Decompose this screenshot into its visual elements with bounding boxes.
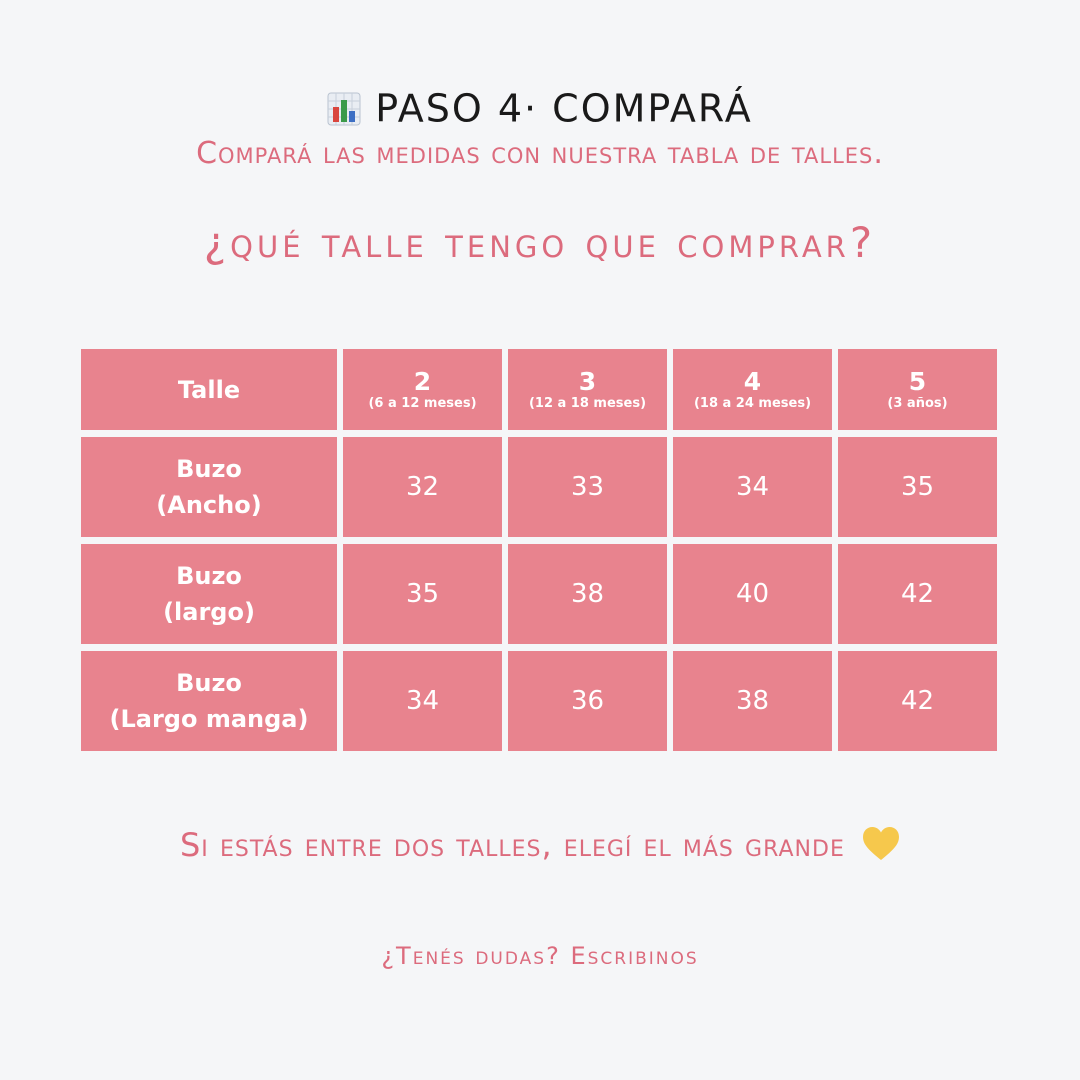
value-cell: 32	[343, 437, 502, 537]
measure: 38	[570, 579, 605, 609]
measure: 32	[405, 472, 440, 502]
question: ¿qué talle tengo que comprar?	[203, 218, 877, 267]
value-cell: 33	[508, 437, 667, 537]
value-cell: 40	[673, 544, 832, 644]
row-label-cell: Buzo (largo)	[81, 544, 337, 644]
measure: 35	[405, 579, 440, 609]
size: 4	[743, 367, 762, 396]
row-label: (Ancho)	[156, 491, 262, 519]
size: 3	[578, 367, 597, 396]
value-cell: 38	[508, 544, 667, 644]
size-range: (18 a 24 meses)	[693, 396, 812, 411]
value-cell: 35	[343, 544, 502, 644]
row-label: Buzo	[176, 562, 242, 590]
chart-icon	[327, 92, 361, 125]
row-label: Buzo	[176, 455, 242, 483]
row-label: Buzo	[176, 669, 242, 697]
header-cell: Talle	[81, 349, 337, 430]
measure: 38	[735, 686, 770, 716]
size-range: (12 a 18 meses)	[528, 396, 647, 411]
note-row: Si estás entre dos talles, elegí el más …	[0, 826, 1080, 864]
measure: 42	[900, 686, 935, 716]
row-label: (largo)	[163, 598, 255, 626]
contact: ¿Tenés dudas? Escribinos	[381, 942, 699, 970]
row-label-cell: Buzo (Largo manga)	[81, 651, 337, 751]
row-label-cell: Buzo (Ancho)	[81, 437, 337, 537]
measure: 34	[405, 686, 440, 716]
size-range: (3 años)	[887, 396, 948, 411]
measure: 40	[735, 579, 770, 609]
value-cell: 35	[838, 437, 997, 537]
measure: 35	[900, 472, 935, 502]
size: 5	[908, 367, 927, 396]
header-cell: 2 (6 a 12 meses)	[343, 349, 502, 430]
size: 2	[413, 367, 432, 396]
value-cell: 34	[343, 651, 502, 751]
header-cell: 3 (12 a 18 meses)	[508, 349, 667, 430]
subtitle: Compará las medidas con nuestra tabla de…	[196, 136, 884, 171]
value-cell: 38	[673, 651, 832, 751]
header-cell: 4 (18 a 24 meses)	[673, 349, 832, 430]
row-label: (Largo manga)	[109, 705, 309, 733]
size-range: (6 a 12 meses)	[368, 396, 477, 411]
heart-icon	[863, 827, 900, 860]
measure: 34	[735, 472, 770, 502]
value-cell: 42	[838, 651, 997, 751]
note: Si estás entre dos talles, elegí el más …	[179, 826, 845, 864]
measure: 42	[900, 579, 935, 609]
header-label: Talle	[177, 375, 241, 404]
title: PASO 4· COMPARÁ	[375, 86, 753, 131]
measure: 36	[570, 686, 605, 716]
value-cell: 42	[838, 544, 997, 644]
value-cell: 36	[508, 651, 667, 751]
measure: 33	[570, 472, 605, 502]
title-row: PASO 4· COMPARÁ	[0, 84, 1080, 131]
header-cell: 5 (3 años)	[838, 349, 997, 430]
value-cell: 34	[673, 437, 832, 537]
